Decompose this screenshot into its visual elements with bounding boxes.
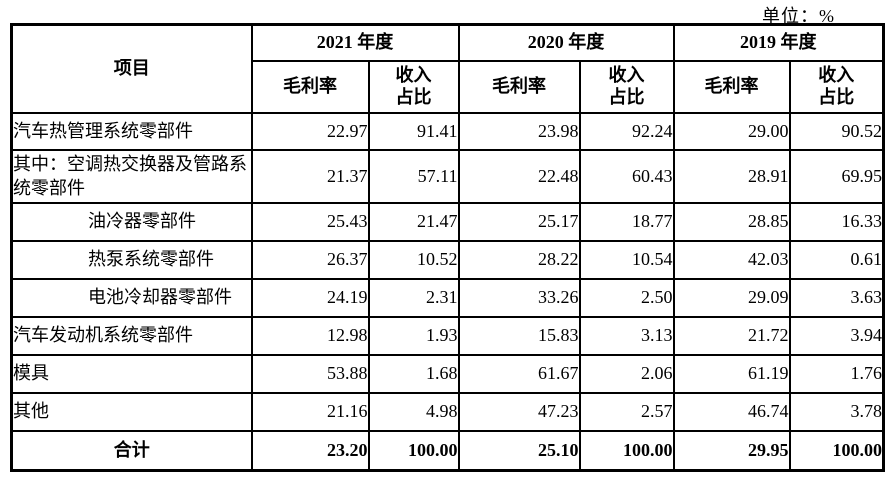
value-cell: 22.97: [250, 111, 370, 151]
total-value-cell: 100.00: [788, 429, 885, 472]
value-cell: 1.68: [367, 353, 460, 394]
year-header-2019: 2019 年度: [672, 23, 885, 62]
revenue-share-header-2020: 收入 占比: [578, 59, 675, 114]
value-cell: 2.31: [367, 277, 460, 318]
value-cell: 10.52: [367, 239, 460, 280]
gross-margin-header-2021: 毛利率: [250, 59, 370, 114]
value-cell: 21.47: [367, 201, 460, 242]
value-cell: 1.93: [367, 315, 460, 356]
row-label-cell: 汽车热管理系统零部件: [10, 111, 253, 151]
value-cell: 10.54: [578, 239, 675, 280]
value-cell: 29.09: [672, 277, 791, 318]
value-cell: 18.77: [578, 201, 675, 242]
gross-margin-header-2019: 毛利率: [672, 59, 791, 114]
value-cell: 25.17: [457, 201, 581, 242]
value-cell: 42.03: [672, 239, 791, 280]
unit-label: 单位：%: [762, 6, 835, 26]
gross-margin-header-2020: 毛利率: [457, 59, 581, 114]
item-column-header: 项目: [10, 23, 253, 114]
value-cell: 21.37: [250, 148, 370, 204]
value-cell: 21.72: [672, 315, 791, 356]
table-header-year-row: 项目 2021 年度 2020 年度 2019 年度: [10, 23, 885, 114]
total-row: 合计 23.20 100.00 25.10 100.00 29.95 100.0…: [10, 429, 885, 472]
value-cell: 91.41: [367, 111, 460, 151]
table-row: 汽车发动机系统零部件 12.98 1.93 15.83 3.13 21.72 3…: [10, 315, 885, 356]
value-cell: 15.83: [457, 315, 581, 356]
row-label-cell: 其中：空调热交换器及管路系统零部件: [10, 148, 253, 204]
value-cell: 46.74: [672, 391, 791, 432]
value-cell: 3.78: [788, 391, 885, 432]
revenue-share-header-2021: 收入 占比: [367, 59, 460, 114]
table-row: 油冷器零部件 25.43 21.47 25.17 18.77 28.85 16.…: [10, 201, 885, 242]
value-cell: 53.88: [250, 353, 370, 394]
value-cell: 3.94: [788, 315, 885, 356]
table-row: 其中：空调热交换器及管路系统零部件 21.37 57.11 22.48 60.4…: [10, 148, 885, 204]
table-row: 模具 53.88 1.68 61.67 2.06 61.19 1.76: [10, 353, 885, 394]
value-cell: 33.26: [457, 277, 581, 318]
row-label-cell: 汽车发动机系统零部件: [10, 315, 253, 356]
table-row: 汽车热管理系统零部件 22.97 91.41 23.98 92.24 29.00…: [10, 111, 885, 151]
row-label-cell: 热泵系统零部件: [10, 239, 253, 280]
value-cell: 24.19: [250, 277, 370, 318]
value-cell: 90.52: [788, 111, 885, 151]
value-cell: 3.63: [788, 277, 885, 318]
table-row: 其他 21.16 4.98 47.23 2.57 46.74 3.78: [10, 391, 885, 432]
value-cell: 22.48: [457, 148, 581, 204]
row-label-cell: 模具: [10, 353, 253, 394]
table-row: 电池冷却器零部件 24.19 2.31 33.26 2.50 29.09 3.6…: [10, 277, 885, 318]
value-cell: 23.98: [457, 111, 581, 151]
value-cell: 61.19: [672, 353, 791, 394]
year-header-2020: 2020 年度: [457, 23, 675, 62]
value-cell: 28.85: [672, 201, 791, 242]
value-cell: 21.16: [250, 391, 370, 432]
value-cell: 4.98: [367, 391, 460, 432]
row-label-cell: 电池冷却器零部件: [10, 277, 253, 318]
total-value-cell: 100.00: [367, 429, 460, 472]
total-value-cell: 29.95: [672, 429, 791, 472]
value-cell: 57.11: [367, 148, 460, 204]
value-cell: 2.06: [578, 353, 675, 394]
value-cell: 28.91: [672, 148, 791, 204]
revenue-share-header-2019: 收入 占比: [788, 59, 885, 114]
value-cell: 2.57: [578, 391, 675, 432]
total-value-cell: 25.10: [457, 429, 581, 472]
table-header-sub-row: 毛利率 收入 占比 毛利率 收入 占比 毛利率 收入 占比: [12, 59, 885, 114]
value-cell: 1.76: [788, 353, 885, 394]
value-cell: 3.13: [578, 315, 675, 356]
value-cell: 26.37: [250, 239, 370, 280]
financial-table: 项目 2021 年度 2020 年度 2019 年度 毛利率 收入 占比 毛利率…: [10, 23, 885, 472]
value-cell: 60.43: [578, 148, 675, 204]
total-label-cell: 合计: [10, 429, 253, 472]
value-cell: 92.24: [578, 111, 675, 151]
value-cell: 0.61: [788, 239, 885, 280]
value-cell: 25.43: [250, 201, 370, 242]
row-label-cell: 油冷器零部件: [10, 201, 253, 242]
value-cell: 12.98: [250, 315, 370, 356]
total-value-cell: 100.00: [578, 429, 675, 472]
value-cell: 2.50: [578, 277, 675, 318]
value-cell: 69.95: [788, 148, 885, 204]
value-cell: 16.33: [788, 201, 885, 242]
table-row: 热泵系统零部件 26.37 10.52 28.22 10.54 42.03 0.…: [10, 239, 885, 280]
value-cell: 61.67: [457, 353, 581, 394]
value-cell: 47.23: [457, 391, 581, 432]
value-cell: 29.00: [672, 111, 791, 151]
year-header-2021: 2021 年度: [250, 23, 460, 62]
row-label-cell: 其他: [10, 391, 253, 432]
value-cell: 28.22: [457, 239, 581, 280]
total-value-cell: 23.20: [250, 429, 370, 472]
